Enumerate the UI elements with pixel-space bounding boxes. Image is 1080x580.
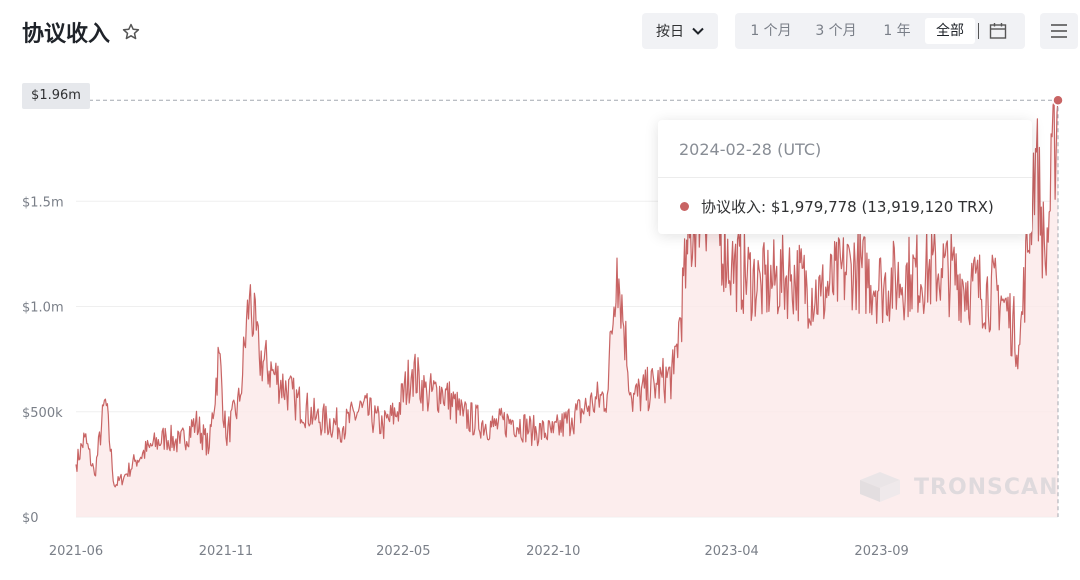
x-tick-label: 2021-06	[49, 544, 103, 559]
y-tick-label: $1.0m	[22, 301, 64, 316]
cube-logo-icon	[860, 472, 900, 502]
star-outline-icon[interactable]	[121, 22, 141, 42]
calendar-icon[interactable]	[988, 21, 1008, 41]
watermark-text: TRONSCAN	[914, 474, 1059, 500]
highlighted-point	[1052, 94, 1064, 107]
tooltip-divider	[658, 177, 1032, 178]
x-tick-label: 2022-10	[526, 544, 580, 559]
series-color-dot	[680, 202, 689, 211]
series-line	[75, 100, 1059, 488]
period-select-label: 按日	[656, 24, 684, 40]
y-tick-label: $1.5m	[22, 195, 64, 210]
tooltip-series-row: 协议收入: $1,979,778 (13,919,120 TRX)	[680, 196, 994, 217]
period-select[interactable]: 按日	[642, 13, 718, 49]
x-tick-label: 2023-09	[854, 544, 908, 559]
y-tick-label: $0	[22, 511, 39, 526]
revenue-chart[interactable]: $0 $500k $1.0m $1.5m 2021-06 2021-11 2022-05 20…	[0, 66, 1080, 580]
x-tick-label: 2022-05	[376, 544, 430, 559]
range-all[interactable]: 全部	[925, 18, 975, 44]
time-range-group: 1 个月 3 个月 1 年 全部	[735, 13, 1025, 49]
chart-title: 协议收入	[22, 22, 111, 47]
tooltip-series-label: 协议收入	[701, 198, 762, 216]
chart-tooltip: 2024-02-28 (UTC) 协议收入: $1,979,778 (13,91…	[658, 120, 1032, 234]
tooltip-date: 2024-02-28 (UTC)	[679, 140, 822, 159]
series-area	[76, 100, 1058, 518]
tronscan-watermark: TRONSCAN	[858, 470, 1059, 504]
range-1-year[interactable]: 1 年	[883, 23, 911, 39]
y-tick-label: $500k	[22, 406, 63, 421]
range-3-months[interactable]: 3 个月	[815, 23, 857, 39]
tooltip-value: $1,979,778 (13,919,120 TRX)	[770, 198, 994, 216]
hamburger-menu-icon	[1051, 24, 1067, 38]
range-1-month[interactable]: 1 个月	[750, 23, 792, 39]
crosshair-value-label: $1.96m	[22, 83, 90, 109]
x-tick-label: 2023-04	[704, 544, 758, 559]
chart-toolbar: 协议收入 按日 1 个月 3 个月 1 年 全部	[0, 0, 1080, 66]
range-divider	[978, 23, 979, 39]
chevron-down-icon	[692, 27, 704, 35]
x-tick-label: 2021-11	[199, 544, 253, 559]
chart-menu-button[interactable]	[1040, 13, 1078, 49]
